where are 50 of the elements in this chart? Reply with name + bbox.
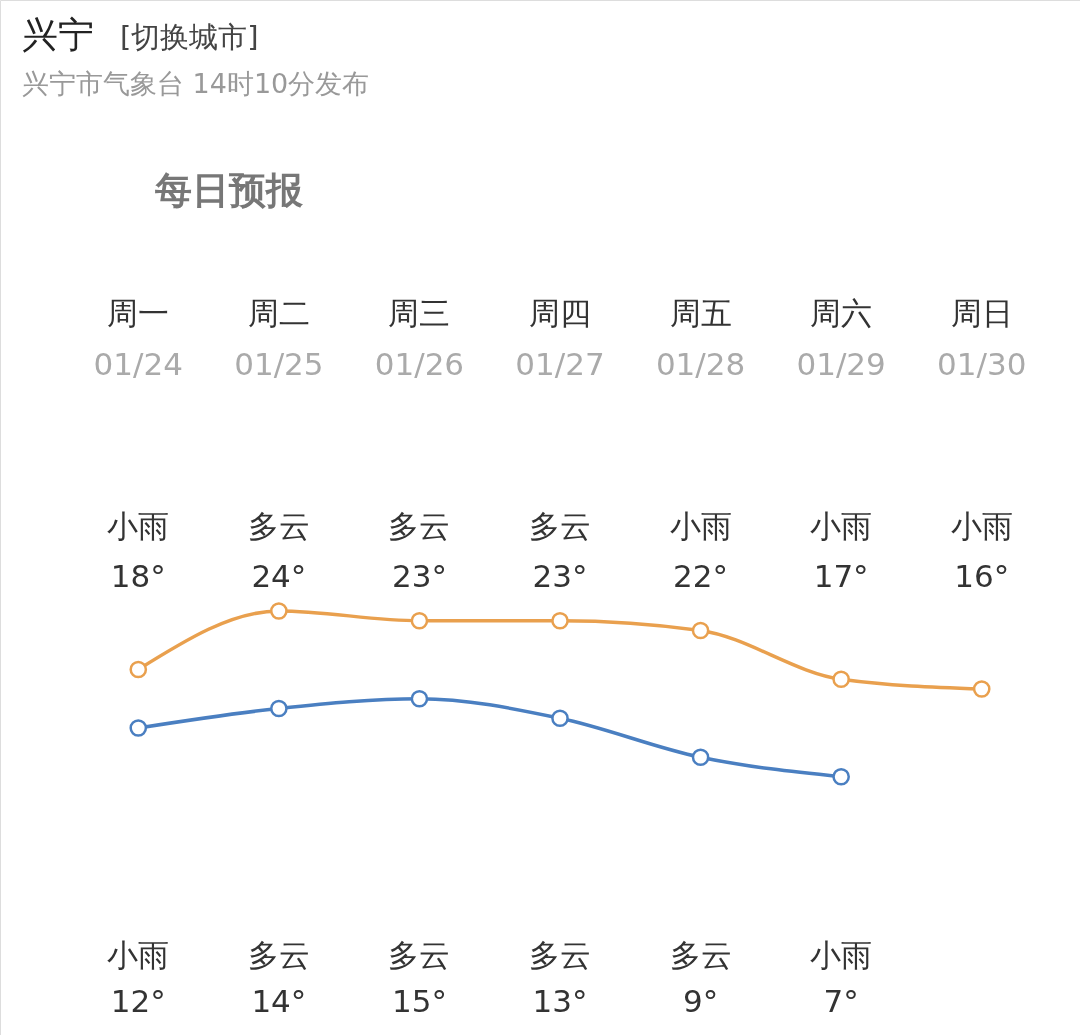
point	[832, 670, 850, 689]
text: 每日预报	[154, 169, 304, 212]
data-label: 23°	[391, 558, 447, 594]
data-label: 13°	[532, 983, 588, 1019]
chart-subtitle: 兴宁市气象台 14时10分发布	[22, 68, 370, 99]
text: 小雨	[107, 937, 170, 973]
point	[691, 748, 710, 767]
chart-title: 兴宁	[22, 14, 94, 55]
category-label: 周五 01/28	[655, 295, 746, 382]
text: 多云	[669, 937, 732, 973]
point	[410, 611, 429, 630]
data-label: 18°	[110, 558, 166, 594]
text: 小雨	[810, 937, 873, 973]
text: 多云	[247, 508, 310, 544]
point	[270, 602, 288, 620]
text: 小雨	[107, 508, 170, 544]
text: 多云	[388, 937, 451, 973]
text: 小雨	[950, 508, 1013, 544]
category-label: 周四 01/27	[515, 295, 605, 382]
text: 多云	[529, 508, 591, 544]
data-label: 17°	[813, 558, 869, 594]
data-label: 7°	[823, 983, 859, 1019]
text: 小雨	[669, 508, 732, 544]
text: [切换城市]	[120, 20, 259, 54]
point	[832, 767, 850, 786]
point	[129, 719, 148, 737]
point	[551, 709, 569, 728]
data-label: 23°	[532, 558, 588, 594]
point	[129, 660, 148, 679]
data-label: 14°	[251, 983, 307, 1019]
category-label: 周二 01/25	[234, 295, 324, 382]
category-label: 周六 01/29	[796, 295, 886, 382]
category-label: 周三 01/26	[374, 295, 465, 382]
data-label: 15°	[391, 983, 447, 1019]
text: 多云	[247, 937, 310, 973]
point	[972, 680, 991, 698]
text: 多云	[529, 937, 591, 973]
text: 小雨	[810, 508, 873, 544]
point	[270, 699, 288, 718]
text: 多云	[388, 508, 451, 544]
category-label: 周日 01/30	[937, 295, 1027, 382]
point	[551, 611, 569, 630]
data-label: 24°	[251, 558, 307, 594]
point	[410, 689, 429, 708]
point	[691, 621, 710, 640]
data-label: 22°	[673, 558, 729, 594]
category-label: 周一 01/24	[93, 295, 183, 382]
data-label: 9°	[682, 983, 719, 1019]
data-label: 12°	[110, 983, 166, 1019]
data-label: 16°	[954, 558, 1010, 594]
